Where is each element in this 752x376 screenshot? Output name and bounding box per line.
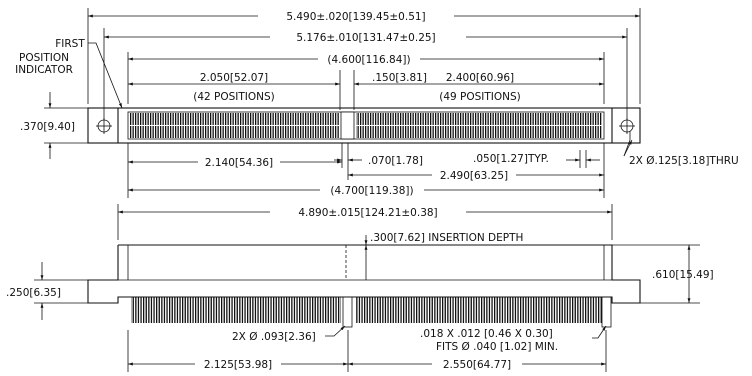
top-view: 5.490±.020[139.45±0.51] 5.176±.010[131.4… <box>15 8 739 198</box>
top-mount-hole-spacing: 5.176±.010[131.47±0.25] <box>296 32 435 44</box>
contact-tail-callout: .018 X .012 [0.46 X 0.30] <box>420 328 553 340</box>
front-body-height: .610[15.49] <box>652 269 714 281</box>
right-post <box>601 296 612 328</box>
front-overall-length: 4.890±.015[124.21±0.38] <box>298 207 437 219</box>
right-section-positions: (49 POSITIONS) <box>439 91 521 103</box>
first-position-label-1: FIRST <box>55 38 85 50</box>
key-width: .070[1.78] <box>368 155 423 167</box>
left-section-positions: (42 POSITIONS) <box>193 91 275 103</box>
front-right-from-key: 2.550[64.77] <box>443 359 511 371</box>
top-body-height: .370[9.40] <box>20 121 75 133</box>
insertion-depth: .300[7.62] INSERTION DEPTH <box>370 232 523 244</box>
contact-pitch: .050[1.27]TYP. <box>473 153 549 165</box>
front-view: 4.890±.015[124.21±0.38] .300[7.62] INSER… <box>6 204 714 372</box>
right-section-length: 2.400[60.96] <box>446 72 514 84</box>
key-offset: .150[3.81] <box>372 72 427 84</box>
front-left-to-key: 2.125[53.98] <box>204 359 272 371</box>
left-post <box>342 296 353 328</box>
front-flange-height: .250[6.35] <box>6 287 61 299</box>
top-left-to-key: 2.140[54.36] <box>205 157 273 169</box>
first-position-label-2: POSITION <box>19 52 69 64</box>
top-contact-span: (4.600[116.84]) <box>327 54 410 66</box>
top-overall-length: 5.490±.020[139.45±0.51] <box>286 11 425 23</box>
posts-callout: 2X Ø .093[2.36] <box>232 331 316 343</box>
contact-fit-callout: FITS Ø .040 [1.02] MIN. <box>436 341 558 353</box>
top-right-from-key: 2.490[63.25] <box>440 170 508 182</box>
top-contact-span-bottom: (4.700[119.38]) <box>330 185 413 197</box>
first-position-label-3: INDICATOR <box>15 64 73 76</box>
top-connector-body <box>87 107 641 144</box>
front-connector-body <box>87 244 641 304</box>
left-section-length: 2.050[52.07] <box>200 72 268 84</box>
mount-holes-callout: 2X Ø.125[3.18]THRU <box>629 155 739 167</box>
